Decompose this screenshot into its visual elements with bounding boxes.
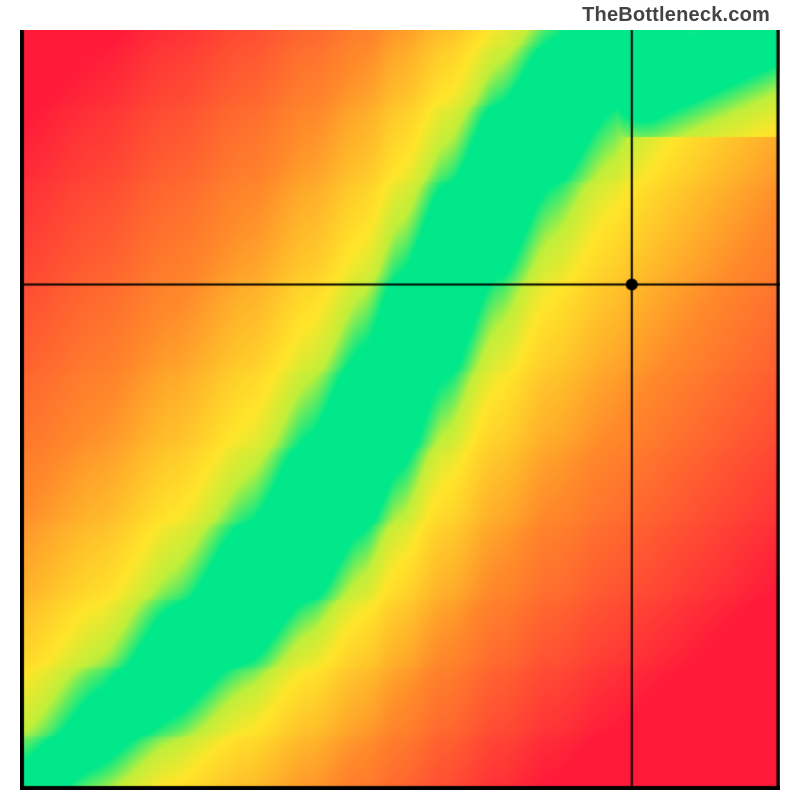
heatmap-chart xyxy=(20,30,780,790)
watermark-text: TheBottleneck.com xyxy=(582,4,770,27)
